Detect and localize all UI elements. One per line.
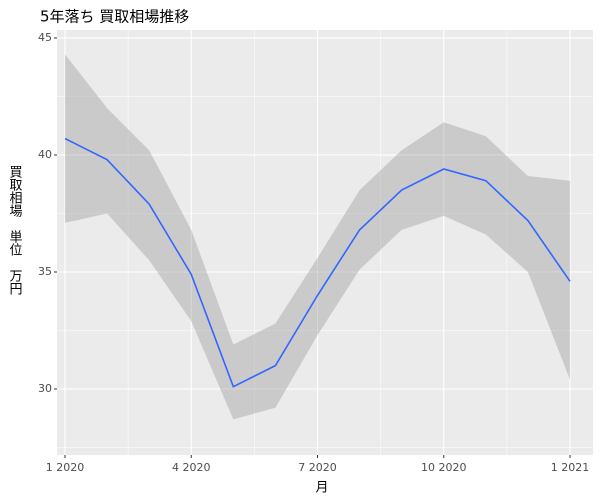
y-tick-label: 30	[38, 382, 52, 395]
confidence-band	[65, 54, 570, 420]
panel	[57, 30, 593, 455]
x-axis-title: 月	[315, 481, 328, 496]
x-tick-label: 1 2020	[46, 461, 85, 474]
y-tick-label: 40	[38, 148, 52, 161]
x-tick-label: 10 2020	[421, 461, 467, 474]
y-axis-title: 買取相場 単位 万円	[7, 165, 23, 295]
grid	[57, 30, 593, 455]
x-tick-label: 1 2021	[551, 461, 590, 474]
marks	[64, 54, 571, 420]
y-tick-label: 35	[38, 265, 52, 278]
chart-title: 5年落ち 買取相場推移	[40, 8, 189, 26]
x-tick-label: 7 2020	[298, 461, 337, 474]
y-tick-label: 45	[38, 31, 52, 44]
x-tick-label: 4 2020	[172, 461, 211, 474]
smooth-line	[64, 137, 571, 388]
